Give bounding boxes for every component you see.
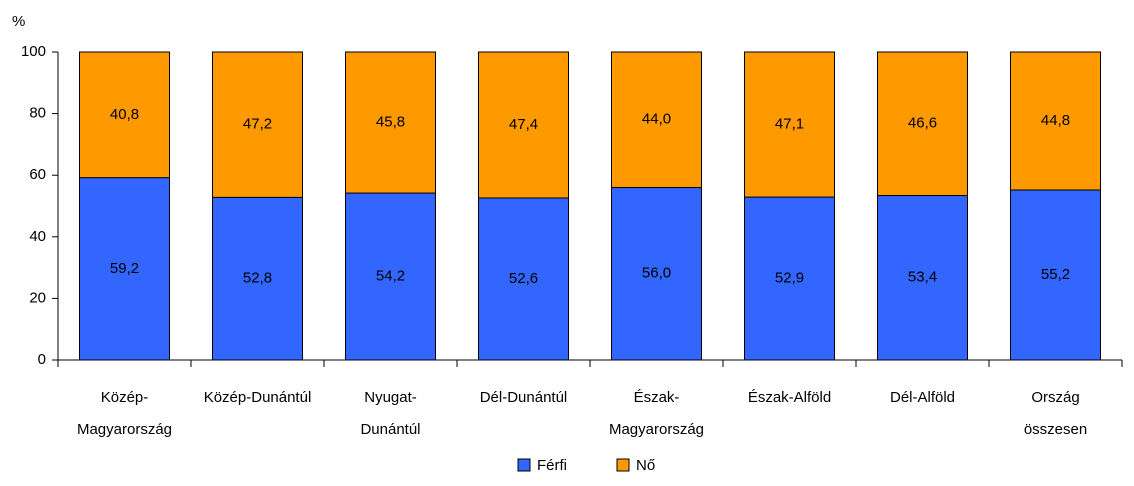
bar-segment: [877, 51, 968, 197]
x-tick-label: Észak-: [634, 389, 680, 406]
y-tick-label: 100: [21, 43, 46, 60]
y-tick-label: 60: [29, 166, 46, 183]
bar-segment: [79, 177, 170, 361]
value-label: 40,8: [110, 106, 139, 123]
x-tick-label: Észak-Alföld: [748, 389, 831, 406]
y-tick-label: 80: [29, 105, 46, 122]
value-label: 46,6: [908, 115, 937, 132]
value-label: 59,2: [110, 260, 139, 277]
value-label: 52,9: [775, 270, 804, 287]
x-tick-label: Dunántúl: [360, 421, 420, 438]
bar-segment: [79, 51, 170, 179]
x-tick-label: Nyugat-: [364, 389, 417, 406]
bar-segment: [611, 51, 702, 189]
value-label: 54,2: [376, 268, 405, 285]
bar-segment: [212, 196, 303, 361]
bar-segment: [345, 51, 436, 194]
bar-segment: [877, 195, 968, 361]
legend-label: Nő: [636, 457, 655, 474]
x-tick-label: összesen: [1024, 421, 1087, 438]
bar-segment: [345, 192, 436, 361]
y-tick-label: 0: [38, 351, 46, 368]
value-label: 56,0: [642, 265, 671, 282]
legend-swatch: [517, 458, 531, 472]
bar-segment: [744, 196, 835, 361]
value-label: 52,6: [509, 270, 538, 287]
x-tick-label: Közép-: [101, 389, 149, 406]
value-label: 47,1: [775, 116, 804, 133]
y-tick-label: 20: [29, 289, 46, 306]
bar-segment: [1010, 51, 1101, 191]
value-label: 47,2: [243, 116, 272, 133]
bar-segment: [478, 51, 569, 199]
x-tick-label: Dél-Alföld: [890, 389, 955, 406]
x-tick-label: Magyarország: [609, 421, 704, 438]
value-label: 52,8: [243, 270, 272, 287]
value-label: 55,2: [1041, 266, 1070, 283]
value-label: 44,0: [642, 111, 671, 128]
legend-label: Férfi: [537, 457, 567, 474]
x-tick-label: Ország: [1031, 389, 1079, 406]
value-label: 47,4: [509, 116, 538, 133]
y-tick-label: 40: [29, 228, 46, 245]
bar-segment: [744, 51, 835, 198]
value-label: 44,8: [1041, 112, 1070, 129]
y-axis-label: %: [12, 13, 25, 30]
legend-swatch: [616, 458, 630, 472]
value-label: 53,4: [908, 269, 937, 286]
value-label: 45,8: [376, 114, 405, 131]
x-tick-label: Közép-Dunántúl: [204, 389, 312, 406]
x-tick-label: Magyarország: [77, 421, 172, 438]
bar-segment: [212, 51, 303, 198]
bar-segment: [611, 187, 702, 361]
bar-segment: [1010, 189, 1101, 361]
x-tick-label: Dél-Dunántúl: [480, 389, 568, 406]
